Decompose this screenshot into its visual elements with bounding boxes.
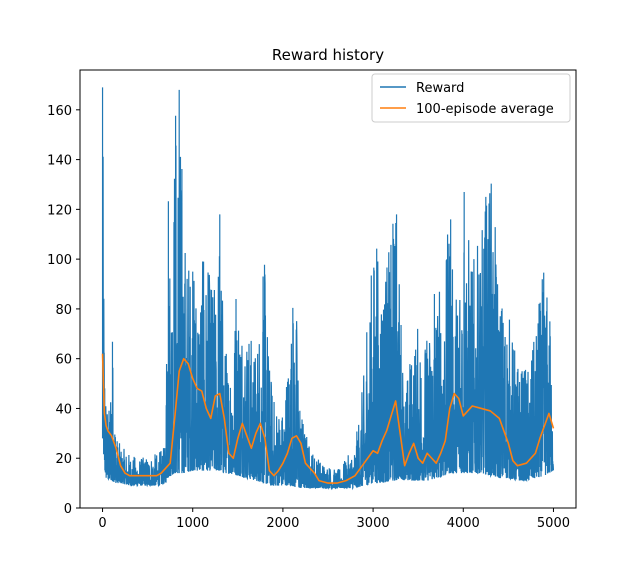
y-tick-label: 120: [47, 203, 72, 218]
plot-area: [101, 87, 555, 491]
x-tick-label: 0: [98, 516, 106, 531]
x-tick-label: 5000: [537, 516, 570, 531]
y-tick-label: 140: [47, 154, 72, 169]
series-line-average: [101, 353, 555, 484]
x-tick-label: 2000: [266, 516, 299, 531]
y-tick-label: 100: [47, 253, 72, 268]
y-tick-label: 80: [55, 303, 72, 318]
y-tick-label: 60: [55, 353, 72, 368]
legend-box: [371, 73, 571, 123]
x-tick-label: 4000: [447, 516, 480, 531]
legend-label-reward: Reward: [416, 81, 464, 96]
legend: Reward 100-episode average: [371, 73, 571, 123]
y-tick-label: 160: [47, 104, 72, 119]
series-line-reward: [101, 87, 555, 491]
x-tick-label: 1000: [176, 516, 209, 531]
y-tick-label: 0: [64, 502, 72, 517]
axes-frame: [79, 69, 577, 509]
chart-title: Reward history: [272, 46, 384, 64]
x-tick-label: 3000: [357, 516, 390, 531]
y-tick-label: 40: [55, 402, 72, 417]
axes: 0 1000 2000 3000 4000 5000 0 20 40 60 80 100 120 140 1…: [47, 69, 577, 531]
legend-label-average: 100-episode average: [416, 102, 554, 117]
y-tick-label: 20: [55, 452, 72, 467]
